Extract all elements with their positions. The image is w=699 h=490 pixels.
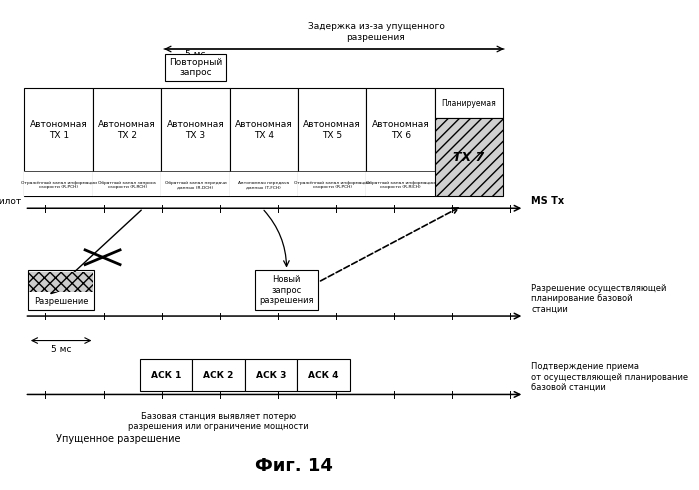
Bar	[165, 54, 226, 81]
Text: Автономная передача
данных (T-FCH): Автономная передача данных (T-FCH)	[238, 181, 289, 189]
Text: Новый
запрос
разрешения: Новый запрос разрешения	[259, 275, 314, 305]
Bar	[140, 359, 192, 391]
Bar	[29, 272, 93, 292]
Bar	[28, 270, 94, 310]
Text: Отражённый канал информации
скорости (R-PCH): Отражённый канал информации скорости (R-…	[21, 181, 96, 189]
Text: АСК 1: АСК 1	[151, 370, 181, 380]
Text: Фиг. 14: Фиг. 14	[254, 457, 333, 475]
Text: Разрешение осуществляющей
планирование базовой
станции: Разрешение осуществляющей планирование б…	[531, 284, 667, 314]
Text: Автономная
TX 5: Автономная TX 5	[303, 120, 361, 140]
Text: Обратный канал передачи
данных (R-DCH): Обратный канал передачи данных (R-DCH)	[164, 181, 226, 189]
Text: Обратный канал запроса
скорости (R-RCH): Обратный канал запроса скорости (R-RCH)	[98, 181, 156, 189]
Bar	[230, 172, 298, 196]
Text: АСК 3: АСК 3	[256, 370, 286, 380]
Text: Автономная
TX 2: Автономная TX 2	[98, 120, 156, 140]
Text: Отражённый канал информации
скорости (R-PCH): Отражённый канал информации скорости (R-…	[294, 181, 370, 189]
Bar	[245, 359, 297, 391]
Bar	[24, 88, 93, 196]
Bar	[298, 172, 366, 196]
Bar	[161, 88, 230, 196]
Text: Пилот: Пилот	[0, 197, 21, 206]
Bar	[435, 88, 503, 119]
Bar	[24, 172, 93, 196]
Text: Автономная
TX 3: Автономная TX 3	[166, 120, 224, 140]
Text: TX 7: TX 7	[454, 151, 484, 164]
Text: Автономная
TX 1: Автономная TX 1	[30, 120, 87, 140]
Text: Упущенное разрешение: Упущенное разрешение	[56, 434, 180, 443]
Bar	[93, 88, 161, 196]
Text: Обратный канал информации
скорости (R-RICH): Обратный канал информации скорости (R-RI…	[366, 181, 435, 189]
Text: Базовая станция выявляет потерю
разрешения или ограничение мощности: Базовая станция выявляет потерю разрешен…	[128, 412, 309, 431]
Text: Автономная
TX 4: Автономная TX 4	[235, 120, 293, 140]
Bar	[230, 88, 298, 196]
Text: АСК 2: АСК 2	[203, 370, 233, 380]
Bar	[435, 119, 503, 196]
Text: 5 мс: 5 мс	[185, 50, 206, 59]
Bar	[297, 359, 350, 391]
Bar	[192, 359, 245, 391]
Bar	[255, 270, 318, 310]
Text: Автономная
TX 6: Автономная TX 6	[372, 120, 430, 140]
Text: Подтверждение приема
от осуществляющей планирование
базовой станции: Подтверждение приема от осуществляющей п…	[531, 362, 689, 392]
Bar	[366, 172, 435, 196]
Text: АСК 4: АСК 4	[308, 370, 338, 380]
Text: Планируемая: Планируемая	[442, 99, 496, 108]
Bar	[161, 172, 230, 196]
Text: Задержка из-за упущенного
разрешения: Задержка из-за упущенного разрешения	[308, 22, 445, 42]
Text: Повторный
запрос: Повторный запрос	[169, 58, 222, 77]
Bar	[93, 172, 161, 196]
Text: Разрешение: Разрешение	[34, 296, 88, 306]
Bar	[298, 88, 366, 196]
Text: MS Tx: MS Tx	[531, 196, 564, 206]
Text: 5 мс: 5 мс	[51, 345, 71, 354]
Bar	[366, 88, 435, 196]
